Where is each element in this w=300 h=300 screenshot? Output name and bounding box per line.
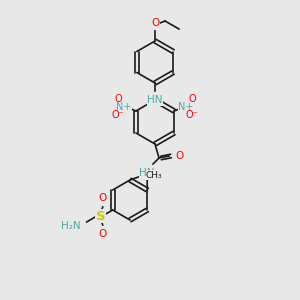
Text: HN: HN: [139, 168, 155, 178]
Text: O: O: [188, 94, 196, 104]
Text: O: O: [114, 94, 122, 104]
Text: N+: N+: [116, 102, 132, 112]
Text: N+: N+: [178, 102, 194, 112]
Text: O: O: [99, 193, 107, 203]
Text: H₂N: H₂N: [61, 221, 81, 231]
Text: CH₃: CH₃: [146, 170, 163, 179]
Text: O: O: [151, 18, 159, 28]
Text: O: O: [99, 229, 107, 239]
Text: O⁻: O⁻: [186, 110, 198, 120]
Text: O⁻: O⁻: [112, 110, 124, 120]
Text: HN: HN: [147, 95, 163, 105]
Text: O: O: [175, 151, 183, 161]
Text: S: S: [96, 209, 106, 223]
